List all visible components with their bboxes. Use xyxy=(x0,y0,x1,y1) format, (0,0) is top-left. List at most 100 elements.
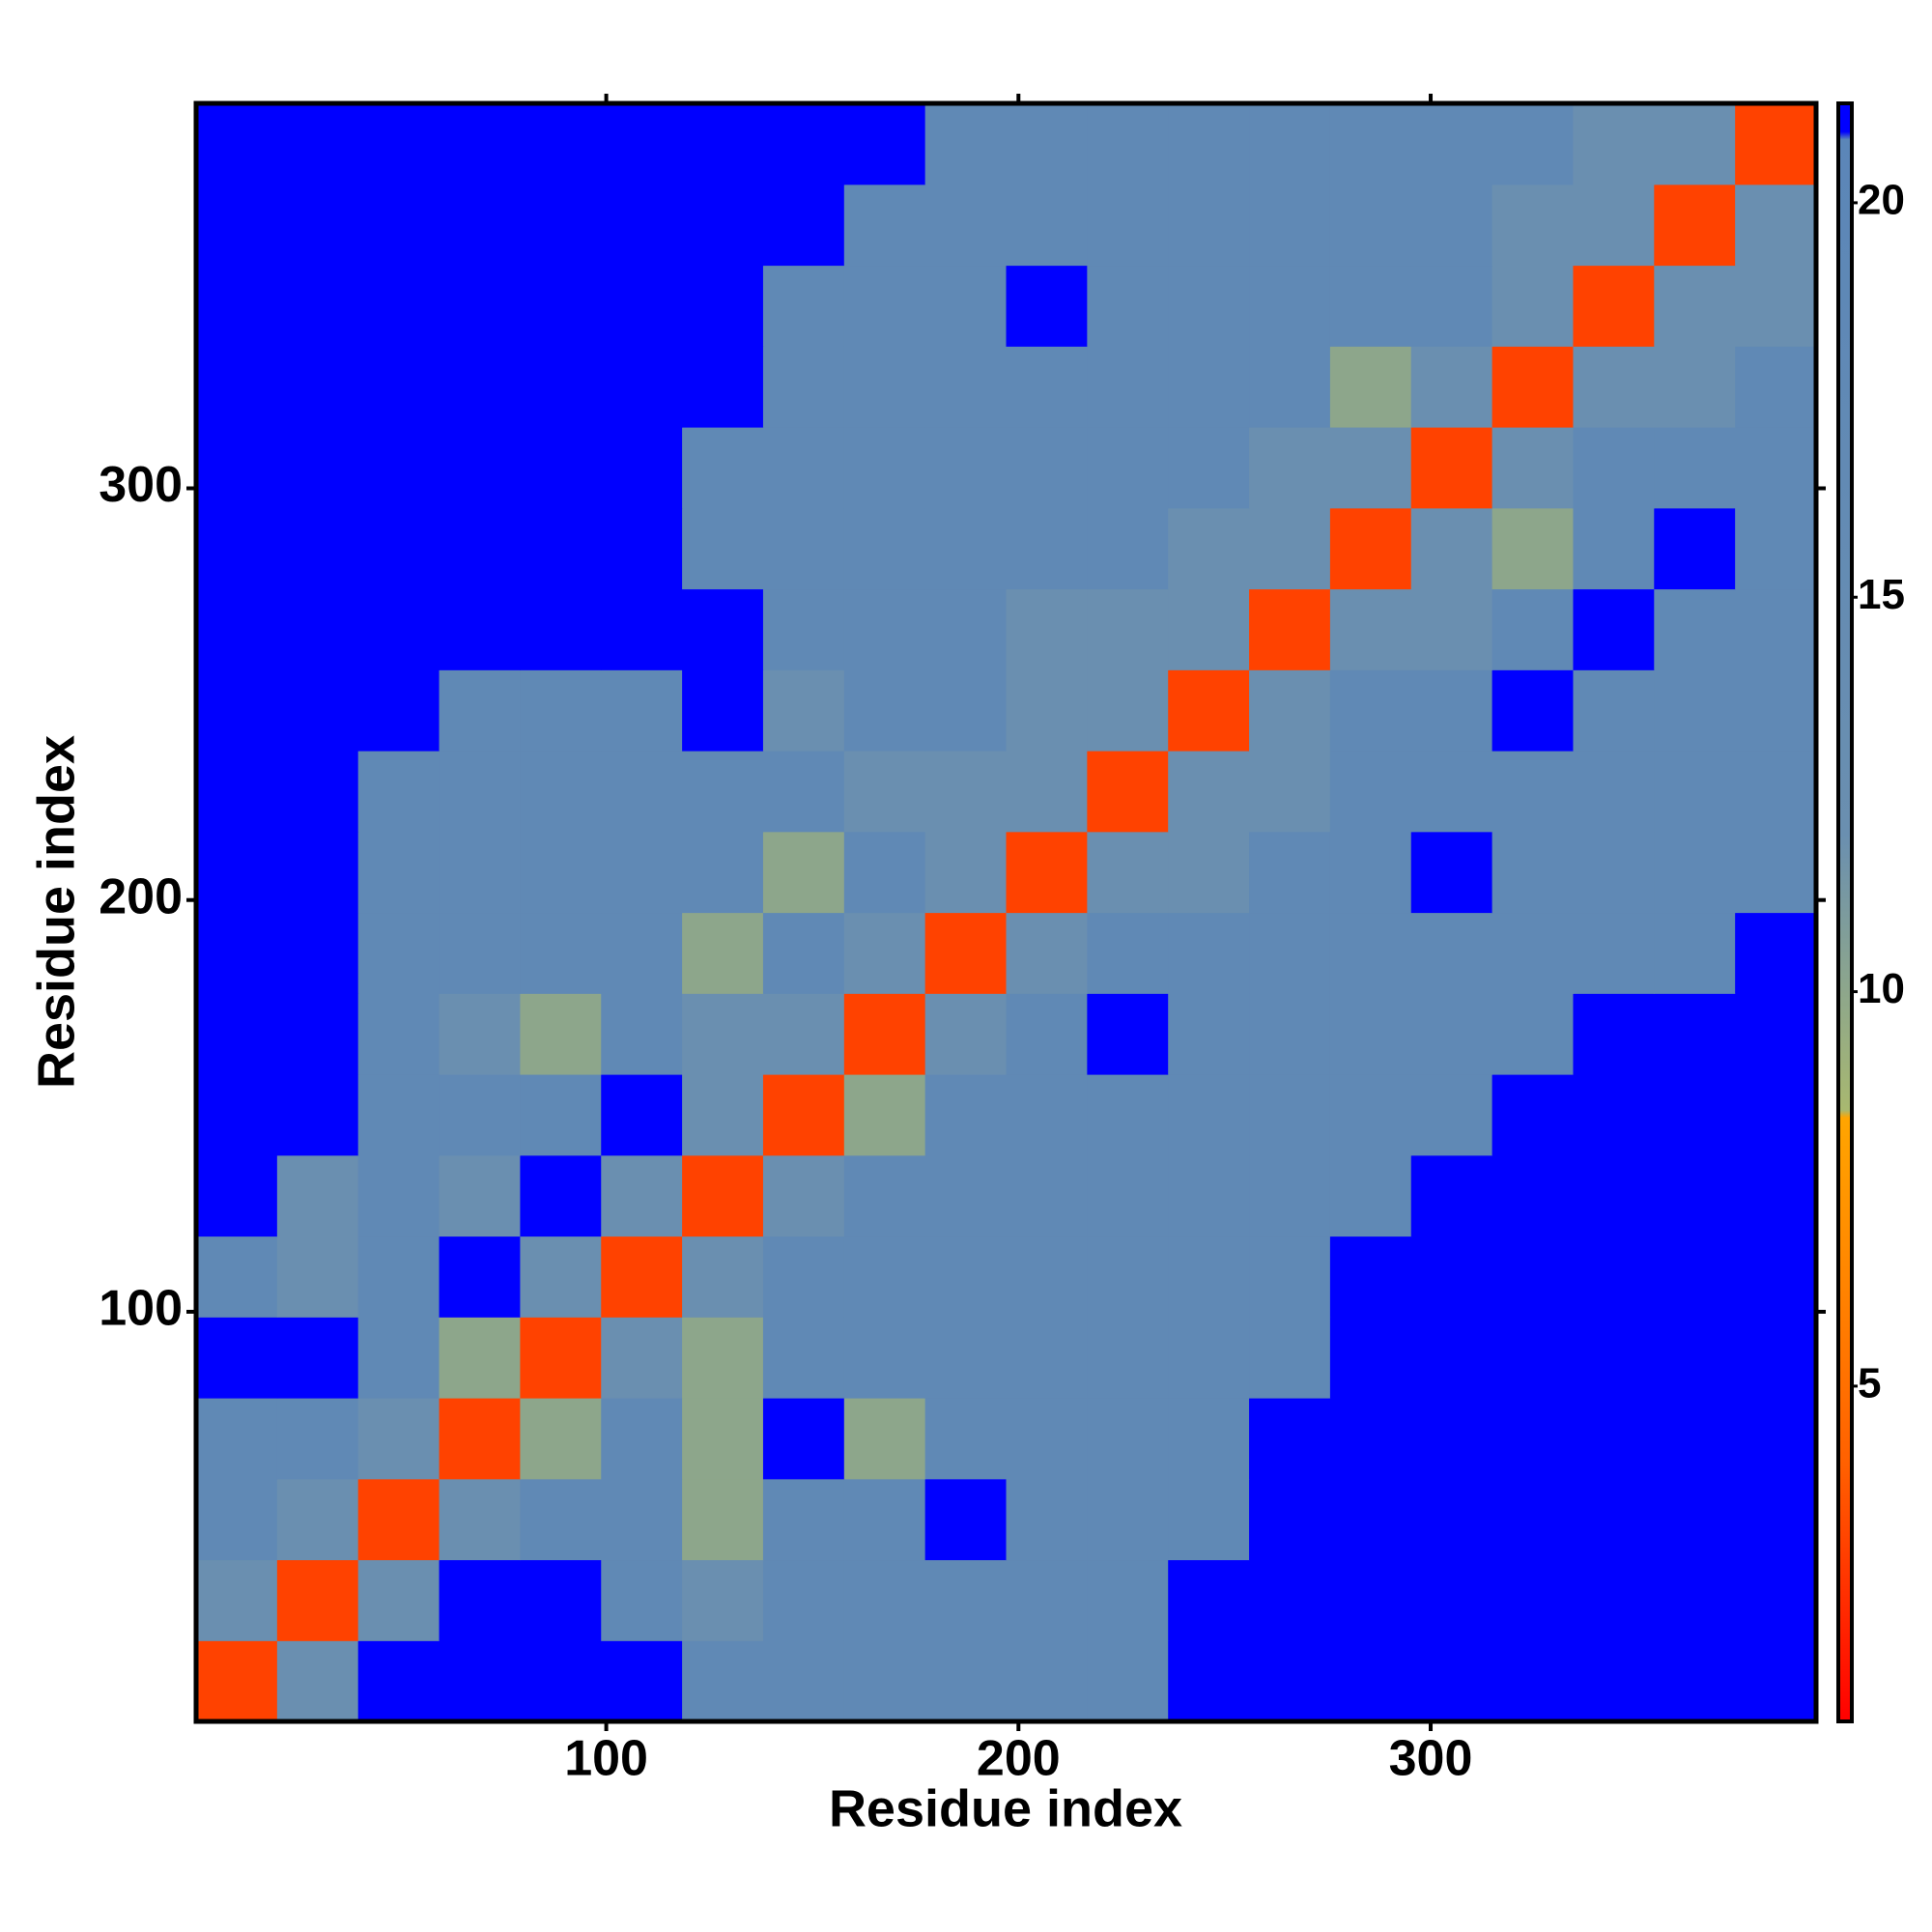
heatmap-cell xyxy=(1087,1559,1169,1641)
x-tick-label: 300 xyxy=(1389,1731,1473,1787)
heatmap-cell xyxy=(1006,912,1088,994)
heatmap-cell xyxy=(520,1478,602,1561)
heatmap-cell xyxy=(601,1074,683,1156)
heatmap-cell xyxy=(1087,265,1169,347)
heatmap-cell xyxy=(1249,588,1331,670)
heatmap-cell xyxy=(843,507,926,590)
heatmap-cell xyxy=(1168,1154,1250,1237)
heatmap-cell xyxy=(1249,1478,1331,1561)
heatmap-cell xyxy=(843,1154,926,1237)
heatmap-cell xyxy=(196,1154,278,1237)
heatmap-cell xyxy=(1735,669,1817,752)
heatmap-cell xyxy=(1249,103,1331,185)
heatmap-cell xyxy=(1654,103,1736,185)
heatmap-cell xyxy=(1573,1398,1655,1480)
heatmap-cell xyxy=(1087,427,1169,509)
x-axis-label: Residue index xyxy=(829,1779,1182,1837)
heatmap-cell xyxy=(1654,427,1736,509)
heatmap-cell xyxy=(1492,1640,1575,1722)
heatmap-cell xyxy=(520,1559,602,1641)
heatmap-cell xyxy=(196,507,278,590)
heatmap-cell xyxy=(924,1236,1008,1318)
heatmap-cell xyxy=(1573,912,1655,994)
heatmap-cell xyxy=(1006,184,1088,267)
heatmap-cell xyxy=(1654,1317,1736,1399)
heatmap-cell xyxy=(439,912,521,994)
heatmap-cell xyxy=(762,1398,845,1480)
heatmap-cell xyxy=(439,588,521,670)
heatmap-cell xyxy=(1087,993,1169,1075)
heatmap-cell xyxy=(276,507,359,590)
heatmap-cell xyxy=(1087,1154,1169,1237)
heatmap-cell xyxy=(1654,993,1736,1075)
heatmap-cell xyxy=(357,1478,440,1561)
heatmap-cell xyxy=(1087,669,1169,752)
heatmap-cell xyxy=(1410,507,1493,590)
heatmap-cell xyxy=(196,1236,278,1318)
heatmap-cell xyxy=(439,751,521,833)
heatmap-cell xyxy=(601,588,683,670)
heatmap-cell xyxy=(1410,346,1493,428)
heatmap-cell xyxy=(1087,588,1169,670)
heatmap-cell xyxy=(439,1074,521,1156)
heatmap-cell xyxy=(196,831,278,914)
heatmap-cell xyxy=(924,103,1008,185)
colorbar-tick-label: 10 xyxy=(1858,965,1905,1012)
heatmap-cell xyxy=(1006,507,1088,590)
heatmap-cell xyxy=(1006,265,1088,347)
heatmap-cell xyxy=(762,751,845,833)
heatmap-cell xyxy=(682,831,764,914)
heatmap-cell xyxy=(843,265,926,347)
heatmap-cell xyxy=(1410,912,1493,994)
heatmap-cell xyxy=(357,1640,440,1722)
heatmap-cell xyxy=(1492,1398,1575,1480)
heatmap-cell xyxy=(1329,831,1412,914)
heatmap-cell xyxy=(357,103,440,185)
heatmap-cell xyxy=(1654,588,1736,670)
heatmap-cell xyxy=(276,1398,359,1480)
heatmap-cell xyxy=(1249,184,1331,267)
heatmap-cell xyxy=(1329,1074,1412,1156)
heatmap-cell xyxy=(357,346,440,428)
heatmap-cell xyxy=(1249,1317,1331,1399)
heatmap-cell xyxy=(276,588,359,670)
heatmap-cell xyxy=(762,507,845,590)
heatmap-cell xyxy=(357,1559,440,1641)
heatmap-cell xyxy=(924,1398,1008,1480)
heatmap-cell xyxy=(276,1074,359,1156)
heatmap-cell xyxy=(924,588,1008,670)
heatmap-cell xyxy=(520,1398,602,1480)
heatmap-cell xyxy=(276,1154,359,1237)
heatmap-cell xyxy=(1573,184,1655,267)
heatmap-cell xyxy=(520,912,602,994)
heatmap-cell xyxy=(601,265,683,347)
heatmap-cell xyxy=(357,1236,440,1318)
heatmap-cell xyxy=(1573,588,1655,670)
heatmap-cell xyxy=(843,1236,926,1318)
heatmap-cell xyxy=(357,588,440,670)
heatmap-cell xyxy=(1573,427,1655,509)
heatmap-cell xyxy=(1168,265,1250,347)
heatmap-cell xyxy=(843,1398,926,1480)
heatmap-cell xyxy=(1329,1236,1412,1318)
heatmap-cell xyxy=(1654,751,1736,833)
heatmap-cell xyxy=(439,1398,521,1480)
heatmap-cell xyxy=(843,427,926,509)
heatmap-cell xyxy=(357,831,440,914)
heatmap-cell xyxy=(1329,507,1412,590)
heatmap-cell xyxy=(682,588,764,670)
heatmap-cell xyxy=(601,1478,683,1561)
heatmap-cell xyxy=(924,1074,1008,1156)
heatmap-cell xyxy=(1168,184,1250,267)
heatmap-cell xyxy=(1735,1317,1817,1399)
heatmap-cell xyxy=(1006,346,1088,428)
heatmap-cell xyxy=(924,1478,1008,1561)
heatmap-cell xyxy=(1735,1640,1817,1722)
heatmap-cell xyxy=(1168,993,1250,1075)
heatmap-cell xyxy=(1573,1317,1655,1399)
heatmap-cell xyxy=(762,831,845,914)
heatmap-cell xyxy=(1329,588,1412,670)
heatmap-cell xyxy=(1006,751,1088,833)
heatmap-cell xyxy=(1087,103,1169,185)
